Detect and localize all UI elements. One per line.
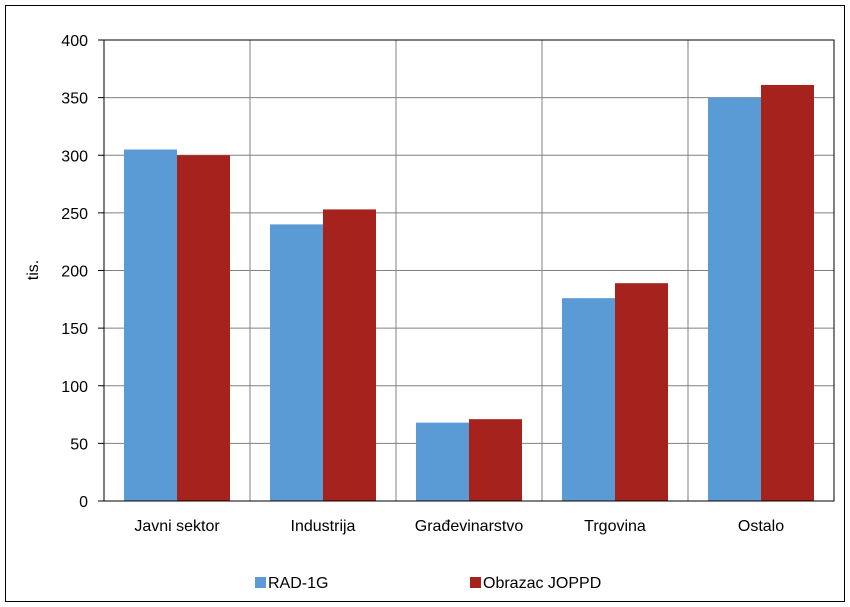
bar [761,84,814,501]
bar [562,298,615,501]
bar [124,149,177,502]
y-tick-label: 0 [79,494,88,511]
y-tick-label: 50 [70,436,88,453]
bar [615,283,668,501]
x-tick-label: Ostalo [738,518,784,535]
y-axis-ticks: 0 50 100 150 200 250 300 350 400 [61,33,104,511]
y-tick-label: 250 [61,206,88,223]
y-tick-label: 150 [61,321,88,338]
legend-label: RAD-1G [268,575,328,592]
y-tick-label: 100 [61,379,88,396]
bar [416,422,469,501]
y-tick-label: 400 [61,33,88,50]
y-tick-label: 200 [61,264,88,281]
bar [708,97,761,501]
x-tick-label: Javni sektor [134,518,220,535]
bar [469,419,522,501]
bar [270,224,323,501]
legend-swatch [470,577,481,588]
y-tick-label: 350 [61,91,88,108]
x-tick-label: Industrija [291,518,356,535]
bars [124,84,814,502]
y-axis-title: tis. [25,260,42,280]
bar [177,155,230,501]
legend-label: Obrazac JOPPD [483,575,601,592]
legend-swatch [255,577,266,588]
x-tick-label: Trgovina [584,518,646,535]
legend: RAD-1G Obrazac JOPPD [255,575,601,592]
y-tick-label: 300 [61,148,88,165]
bar [323,209,376,502]
x-tick-label: Građevinarstvo [415,518,524,535]
plot-border [103,39,835,502]
x-axis-ticks: Javni sektor Industrija Građevinarstvo Trgo… [134,518,784,535]
